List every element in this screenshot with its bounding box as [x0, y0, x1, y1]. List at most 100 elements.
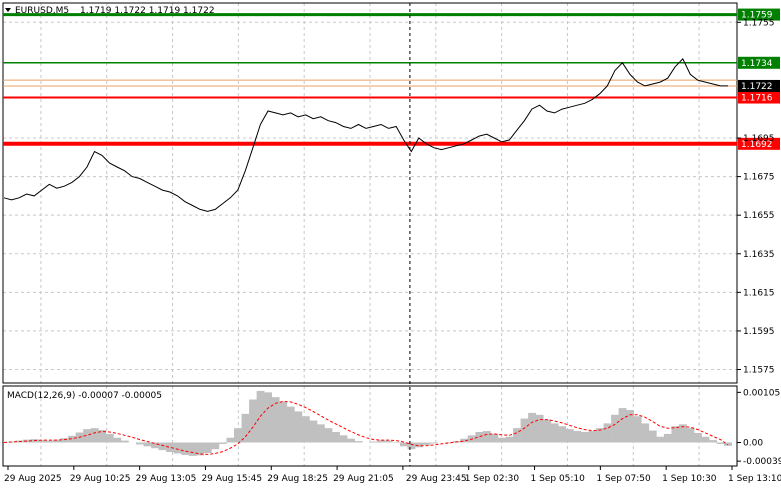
macd-histogram-bar	[520, 418, 529, 443]
macd-plot-border	[2, 385, 738, 467]
macd-tick-label: 0.00105	[743, 388, 780, 398]
macd-histogram-bar	[422, 442, 431, 445]
macd-signal-line	[3, 400, 729, 455]
macd-histogram-bar	[550, 423, 559, 443]
macd-histogram-bar	[324, 428, 333, 443]
main-grid	[3, 3, 737, 383]
level-tag	[738, 56, 780, 69]
macd-histogram-bar	[716, 442, 725, 444]
macd-histogram-bar	[482, 431, 491, 443]
macd-histogram-bar	[663, 433, 672, 443]
macd-histogram-bar	[641, 423, 650, 443]
main-plot-area	[3, 3, 737, 383]
price-tick-label: 1.1755	[743, 18, 775, 28]
macd-histogram-bar	[580, 431, 589, 443]
macd-histogram-bar	[399, 442, 408, 447]
macd-histogram-bar	[68, 435, 76, 443]
macd-tick-label: 0.00	[743, 439, 763, 449]
time-tick-label: 29 Aug 10:25	[70, 474, 131, 484]
macd-histogram-bar	[497, 437, 506, 443]
macd-histogram-bar	[430, 442, 438, 444]
macd-histogram-bar	[543, 419, 552, 443]
macd-histogram-bar	[105, 433, 114, 443]
macd-histogram-bar	[701, 436, 710, 443]
macd-histogram-bar	[648, 430, 657, 443]
macd-histogram-bar	[294, 411, 303, 443]
macd-histogram-bar	[633, 416, 642, 443]
macd-histogram-bar	[166, 442, 174, 453]
level-tag	[738, 8, 780, 21]
macd-histogram-bar	[271, 397, 280, 443]
macd-histogram-bar	[407, 442, 416, 450]
price-tick-label: 1.1595	[743, 327, 775, 337]
macd-histogram-bar	[234, 428, 242, 443]
time-tick-label: 1 Sep 10:30	[662, 474, 717, 484]
macd-histogram-bar	[354, 441, 363, 443]
macd-histogram-bar	[618, 408, 627, 443]
time-tick-label: 1 Sep 02:30	[465, 474, 520, 484]
macd-tick-label: -0.00039	[743, 457, 781, 467]
price-levels: 1.1759 1.1734 1.1716 1.1692	[3, 8, 780, 150]
macd-histogram-bar	[694, 432, 702, 443]
macd-histogram-bar	[611, 414, 619, 443]
macd-histogram-bar	[113, 437, 122, 443]
level-tag-label: 1.1759	[741, 11, 773, 21]
macd-histogram-bar	[686, 428, 695, 443]
macd-histogram-bar	[626, 410, 635, 443]
time-tick-label: 29 Aug 18:25	[267, 474, 328, 484]
macd-histogram-bar	[565, 429, 574, 443]
dropdown-triangle-icon[interactable]	[5, 8, 11, 12]
macd-histogram-bar	[45, 440, 54, 443]
macd-histogram-bar	[226, 437, 235, 443]
macd-histogram-bar	[309, 420, 318, 443]
macd-grid	[40, 386, 700, 466]
macd-histogram-bar	[316, 424, 325, 443]
price-axis: 1.1755 1.1695 1.1675 1.1655 1.1635 1.1615 1.15…	[737, 18, 775, 375]
macd-histogram-bar	[60, 438, 69, 443]
macd-histogram-bar	[535, 414, 544, 443]
time-tick-label: 29 Aug 15:45	[201, 474, 262, 484]
macd-histogram-bar	[218, 442, 227, 444]
macd-histogram-bar	[196, 442, 205, 456]
level-tag-label: 1.1734	[741, 59, 773, 69]
macd-histogram-bar	[603, 423, 612, 443]
macd-histogram-bar	[377, 440, 386, 443]
macd-histogram-bar	[588, 431, 597, 443]
time-tick-label: 1 Sep 05:10	[531, 474, 586, 484]
macd-histogram-bar	[656, 436, 665, 443]
macd-histogram-bar	[181, 442, 190, 455]
macd-histogram-bar	[528, 412, 536, 443]
time-tick-label: 1 Sep 07:50	[596, 474, 651, 484]
macd-histogram-bar	[505, 436, 514, 443]
time-tick-label: 29 Aug 13:05	[136, 474, 197, 484]
current-price-lines: 1.1722	[3, 79, 780, 92]
macd-histogram-bar	[203, 442, 212, 454]
level-tag-label: 1.1692	[741, 140, 773, 150]
time-axis: 29 Aug 2025 29 Aug 10:25 29 Aug 13:05 29 Au…	[4, 466, 781, 484]
time-tick-label: 29 Aug 23:45	[406, 474, 467, 484]
price-tick-label: 1.1615	[743, 288, 775, 298]
macd-histogram-bar	[264, 392, 273, 443]
macd-histogram-bar	[53, 439, 61, 443]
level-tag	[738, 91, 780, 104]
ohlc-values: 1.1719 1.1722 1.1719 1.1722	[80, 6, 215, 16]
macd-histogram-bar	[301, 416, 310, 443]
macd-histogram-bar	[120, 440, 129, 443]
level-tag	[738, 137, 780, 150]
current-price-tag	[738, 79, 780, 92]
macd-histogram-bar	[135, 442, 144, 445]
macd-histogram-bar	[211, 442, 220, 450]
macd-histogram-bar	[339, 435, 348, 443]
macd-label: MACD(12,26,9) -0.00007 -0.00005	[7, 391, 162, 401]
macd-histogram-bar	[724, 442, 733, 446]
macd-histogram-bar	[241, 413, 250, 443]
price-tick-label: 1.1635	[743, 250, 775, 260]
time-tick-label: 29 Aug 2025	[4, 474, 62, 484]
macd-histogram-bar	[558, 426, 567, 443]
macd-histogram-bar	[709, 440, 717, 443]
macd-histogram-bar	[332, 431, 340, 443]
level-tag-label: 1.1716	[741, 94, 773, 104]
macd-histogram-bar	[671, 426, 680, 443]
macd-histogram-bar	[415, 442, 423, 448]
